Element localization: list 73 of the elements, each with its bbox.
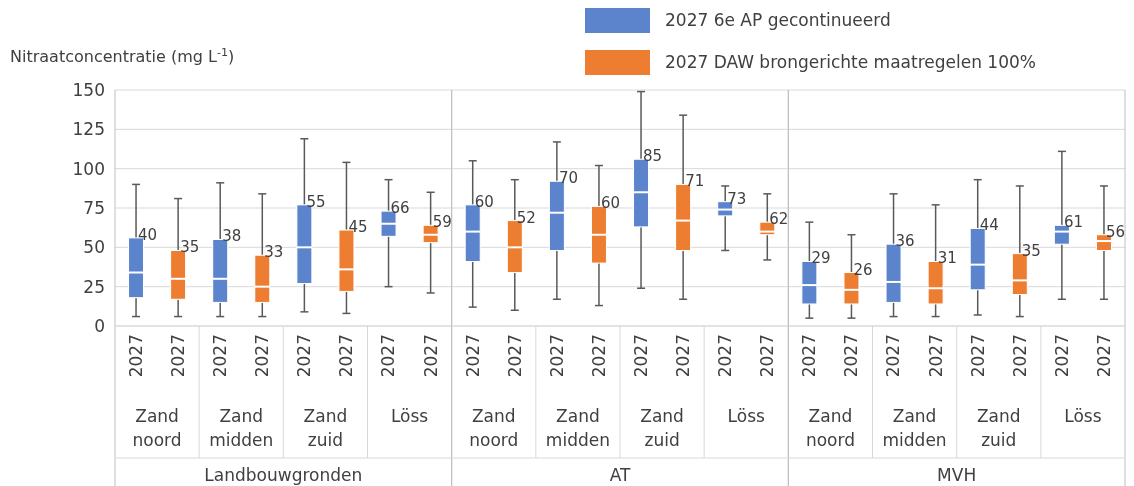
x-tick-label: Zand noord	[132, 406, 182, 450]
text: 70	[558, 169, 578, 188]
x-tick-label: Zand zuid	[976, 406, 1021, 450]
text: 29	[811, 249, 831, 268]
x-tick-label: Löss	[727, 406, 766, 426]
text: 2027	[1051, 334, 1072, 378]
text: 2027	[462, 334, 483, 378]
text: 2027	[336, 334, 357, 378]
text: 60	[474, 192, 494, 211]
y-axis-title: Nitraatconcentratie (mg L$^{-1}$)	[10, 45, 235, 66]
y-tick-label: 75	[83, 197, 105, 218]
text: 2027	[715, 334, 736, 378]
text: 52	[516, 208, 536, 227]
text: 44	[979, 216, 999, 235]
x-tick-label: Zand midden	[545, 406, 610, 450]
text: 2027	[883, 334, 904, 378]
text: 2027	[378, 334, 399, 378]
text: 2027	[967, 334, 988, 378]
y-tick-label: 50	[83, 237, 105, 258]
x-tick-label: Zand midden	[882, 406, 947, 450]
text: 2027	[588, 334, 609, 378]
text: 56	[1105, 222, 1126, 241]
text: 2027	[294, 334, 315, 378]
legend-label: 2027 DAW brongerichte maatregelen 100%	[665, 51, 1036, 72]
text: 2027	[925, 334, 946, 378]
x-axis-title: MVH	[937, 465, 977, 485]
text: 38	[222, 227, 242, 246]
y-tick-label: 150	[72, 79, 105, 100]
text: 2027	[757, 334, 778, 378]
text: 71	[685, 172, 705, 191]
x-tick-label: Zand noord	[469, 406, 519, 450]
text: 40	[138, 225, 158, 244]
x-tick-label: Zand midden	[209, 406, 274, 450]
text: 73	[727, 189, 747, 208]
y-tick-label: 25	[83, 276, 105, 297]
text: 2027	[125, 334, 146, 378]
text: 2027	[504, 334, 525, 378]
x-axis-title: Landbouwgronden	[204, 465, 363, 485]
text: 55	[306, 192, 326, 211]
text: 35	[180, 238, 200, 257]
x-tick-label: Zand noord	[805, 406, 855, 450]
text: 62	[769, 210, 789, 229]
x-tick-label: Löss	[1064, 406, 1102, 426]
y-tick-label: 125	[72, 119, 105, 140]
text: 2027	[841, 334, 862, 378]
y-tick-label: 100	[72, 158, 105, 179]
text: 2027	[799, 334, 820, 378]
x-tick-label: Zand zuid	[303, 406, 348, 450]
text: 33	[264, 243, 284, 262]
text: 2027	[420, 334, 441, 378]
text: 31	[937, 249, 957, 268]
x-tick-label: Löss	[390, 406, 429, 426]
text: 45	[348, 218, 368, 237]
legend-label: 2027 6e AP gecontinueerd	[665, 9, 891, 30]
text: 2027	[210, 334, 231, 378]
text: 2027	[168, 334, 189, 378]
text: 35	[1021, 241, 1041, 260]
y-tick-label: 0	[94, 315, 105, 336]
text: 2027	[673, 334, 694, 378]
x-tick-label: Zand zuid	[640, 406, 684, 450]
text: 26	[853, 260, 873, 279]
text: 36	[895, 232, 915, 251]
text: 2027	[546, 334, 567, 378]
text: 66	[390, 199, 410, 218]
text: 85	[643, 147, 663, 166]
text: 2027	[252, 334, 273, 378]
text: 60	[600, 194, 621, 213]
text: 59	[432, 213, 452, 232]
text: 2027	[1093, 334, 1114, 378]
x-axis-title: AT	[609, 465, 631, 485]
text: 61	[1063, 213, 1083, 232]
text: 2027	[1009, 334, 1030, 378]
text: 2027	[630, 334, 651, 378]
